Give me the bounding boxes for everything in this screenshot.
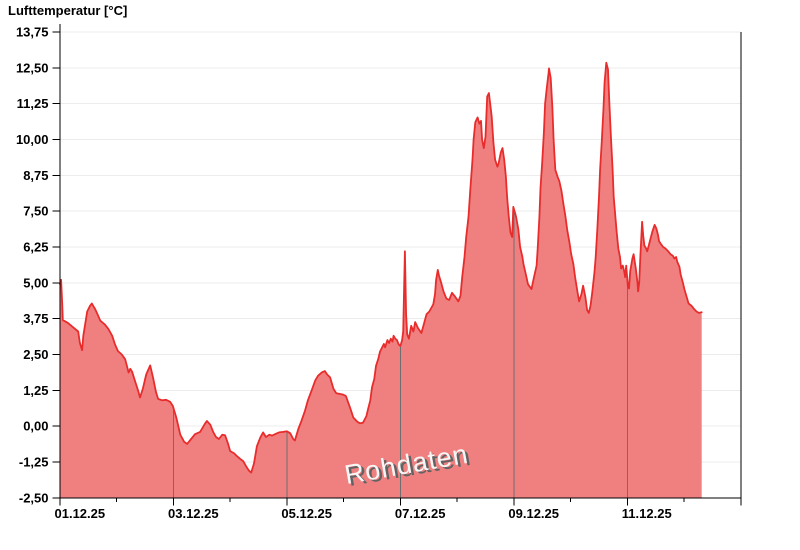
x-axis-labels: 01.12.25 03.12.25 05.12.25 07.12.25 09.12.25… xyxy=(55,506,672,521)
y-tick-label: 2,50 xyxy=(23,347,48,362)
y-axis-ticks xyxy=(52,31,60,499)
y-tick-label: 3,75 xyxy=(23,311,48,326)
y-tick-label: 7,50 xyxy=(23,204,48,219)
x-tick-label: 05.12.25 xyxy=(281,506,332,521)
y-tick-label: -1,25 xyxy=(19,455,49,470)
x-tick-label: 03.12.25 xyxy=(168,506,219,521)
x-tick-label: 01.12.25 xyxy=(55,506,106,521)
y-tick-label: 10,00 xyxy=(16,132,49,147)
temperature-area-fill xyxy=(60,62,702,498)
x-axis-ticks xyxy=(59,497,742,506)
y-tick-label: 0,00 xyxy=(23,419,48,434)
y-tick-label: 1,25 xyxy=(23,383,48,398)
x-tick-label: 09.12.25 xyxy=(508,506,559,521)
temperature-line xyxy=(59,61,703,474)
x-tick-label: 11.12.25 xyxy=(622,506,672,521)
y-tick-label: 11,25 xyxy=(17,96,49,111)
chart-title: Lufttemperatur [°C] xyxy=(8,3,128,18)
y-tick-label: 12,50 xyxy=(16,60,49,75)
y-tick-label: 13,75 xyxy=(16,25,49,40)
x-tick-label: 07.12.25 xyxy=(395,506,446,521)
y-tick-label: -2,50 xyxy=(19,490,49,505)
y-axis-labels: 13,75 12,50 11,25 10,00 8,75 7,50 6,25 5,00 3,75… xyxy=(16,25,49,506)
y-tick-label: 6,25 xyxy=(23,240,48,255)
y-tick-label: 5,00 xyxy=(23,275,48,290)
y-tick-label: 8,75 xyxy=(23,168,48,183)
